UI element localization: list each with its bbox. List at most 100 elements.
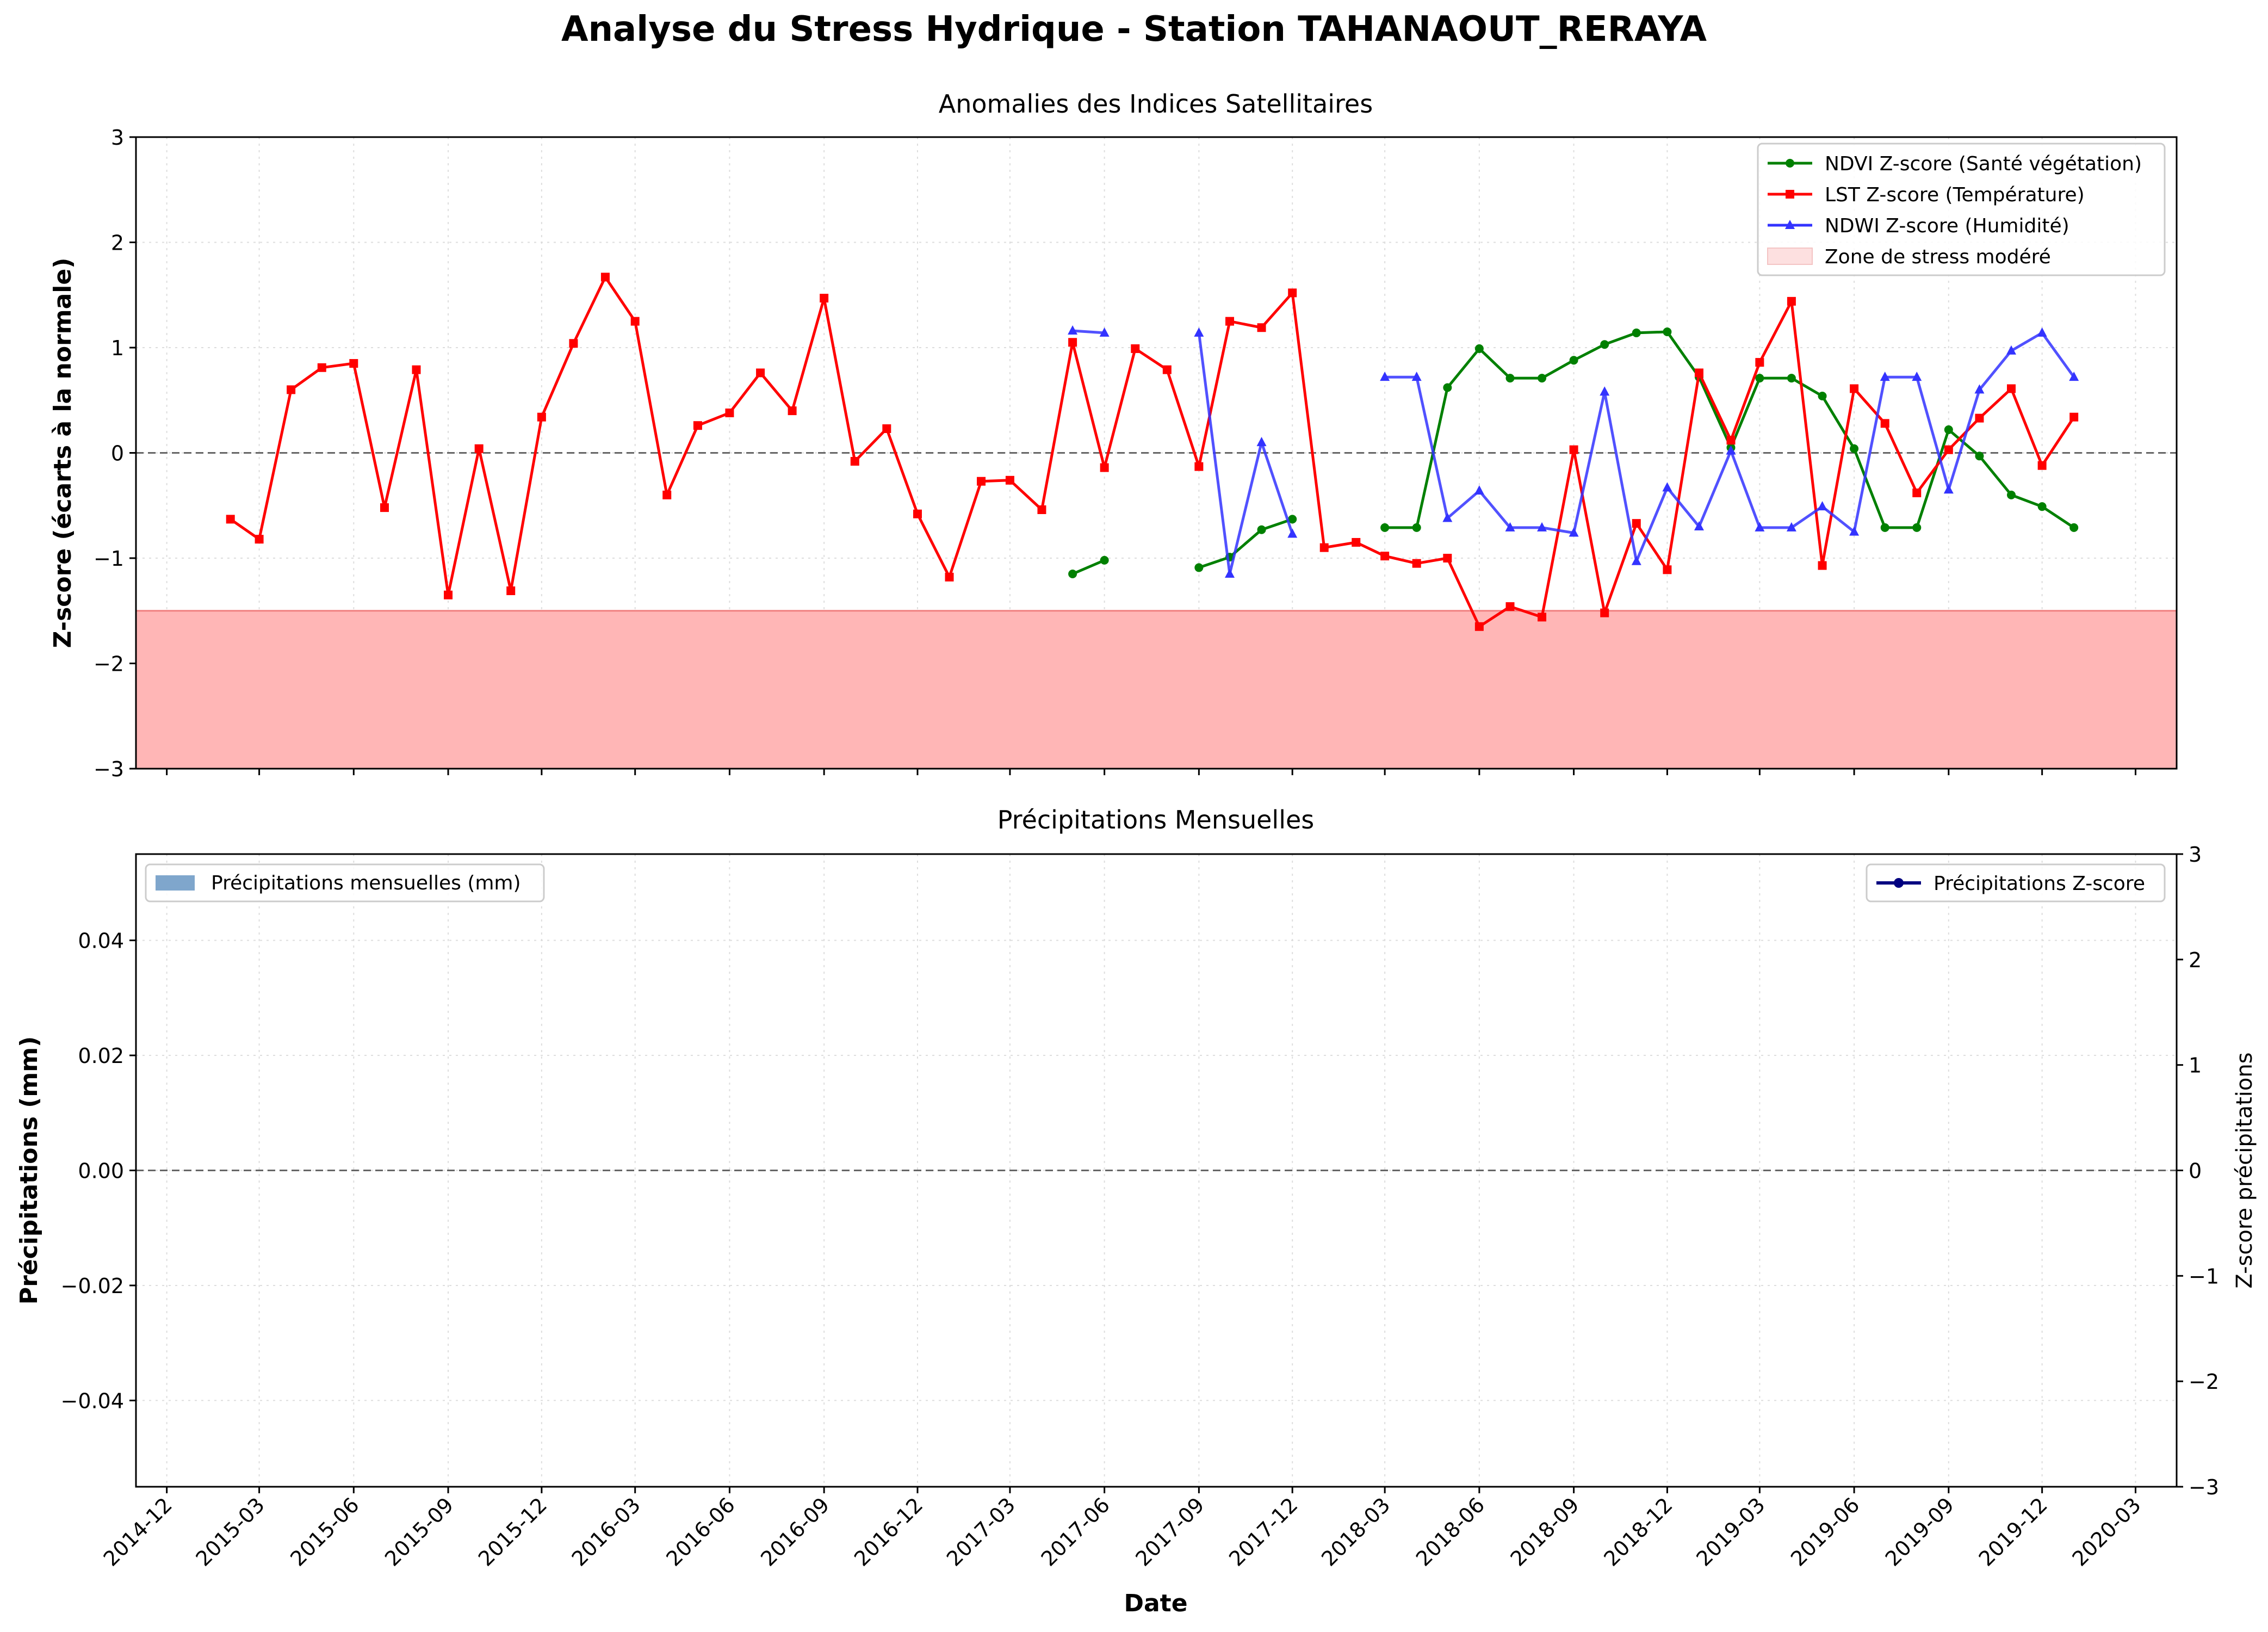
ndwi-point <box>2037 327 2047 337</box>
x-tick-label: 2018-12 <box>1599 1493 1677 1571</box>
ndwi-point <box>1380 372 1390 381</box>
ndwi-point <box>2069 372 2079 381</box>
x-tick-label: 2016-06 <box>661 1493 739 1571</box>
lst-point <box>945 572 954 582</box>
x-tick-label: 2016-12 <box>850 1493 927 1571</box>
ndwi-point <box>1505 522 1515 531</box>
lst-point <box>444 590 453 599</box>
lst-point <box>1380 552 1390 561</box>
y-tick-label: 2 <box>111 231 124 255</box>
lst-point <box>725 408 734 417</box>
ndwi-point <box>1726 445 1736 455</box>
legend-lst-marker <box>1786 190 1794 199</box>
lst-point <box>1037 505 1046 514</box>
ndwi-point <box>1943 484 1954 494</box>
ndwi-point <box>1411 372 1422 381</box>
lst-point <box>1257 323 1266 332</box>
lst-point <box>788 406 797 416</box>
ndvi-point <box>1380 523 1390 532</box>
y-tick-label: 1 <box>111 336 124 360</box>
lst-point <box>1352 537 1361 547</box>
lst-point <box>1443 554 1452 562</box>
ndwi-point <box>1225 568 1235 578</box>
precipitation-panel: Précipitations Mensuelles 0.04 0.02 0.00 −0… <box>15 805 2257 1617</box>
lst-point <box>1600 608 1609 617</box>
anomalies-y-axis-label: Z-score (écarts à la normale) <box>49 258 77 648</box>
ndwi-point <box>1256 437 1267 447</box>
ndvi-point <box>1850 444 1859 453</box>
lst-point <box>1319 543 1329 552</box>
x-tick-label: 2015-06 <box>286 1493 363 1571</box>
lst-point <box>537 412 546 422</box>
ndwi-line <box>1072 329 1105 335</box>
lst-point <box>380 503 389 512</box>
ndvi-point <box>1912 523 1922 532</box>
ndvi-point <box>1600 340 1609 349</box>
lst-point <box>820 294 829 303</box>
anomalies-series-group <box>226 273 2079 631</box>
lst-point <box>1412 559 1421 568</box>
legend-stress-label: Zone de stress modéré <box>1825 246 2051 268</box>
lst-point <box>1880 419 1889 428</box>
ndwi-point <box>2006 345 2016 355</box>
x-tick-label: 2015-03 <box>191 1493 269 1571</box>
ndwi-point <box>1880 372 1890 381</box>
x-tick-label: 2017-03 <box>942 1493 1020 1571</box>
precipitation-axes-frame <box>135 853 2178 1488</box>
x-tick-label: 2017-12 <box>1224 1493 1302 1571</box>
x-tick-label: 2019-06 <box>1786 1493 1864 1571</box>
ndvi-point <box>1288 515 1297 524</box>
ndvi-point <box>1412 523 1421 532</box>
lst-point <box>1131 344 1140 353</box>
x-tick-label: 2018-06 <box>1411 1493 1489 1571</box>
ndwi-point <box>1068 325 1078 335</box>
legend-stress-swatch <box>1767 248 1813 265</box>
stress-zone-band <box>135 610 2178 770</box>
ndvi-point <box>1755 374 1764 383</box>
ndvi-point <box>1632 328 1641 337</box>
y2-tick-label: 3 <box>2189 843 2202 867</box>
lst-point <box>412 365 421 374</box>
legend-ndvi-marker <box>1786 159 1794 168</box>
legend-entry-ndwi: NDWI Z-score (Humidité) <box>1768 215 2069 237</box>
precipitation-grid <box>136 854 2177 1487</box>
lst-point <box>977 477 986 486</box>
lst-point <box>1474 622 1484 631</box>
ndwi-point <box>1099 327 1110 337</box>
x-tick-label: 2015-09 <box>380 1493 458 1571</box>
x-tick-label: 2015-12 <box>474 1493 551 1571</box>
legend-precip-bar-swatch <box>156 875 195 891</box>
ndvi-line <box>1072 559 1105 576</box>
lst-point <box>2037 461 2047 470</box>
lst-point <box>1755 358 1764 367</box>
anomalies-legend: NDVI Z-score (Santé végétation) LST Z-sc… <box>1757 143 2166 276</box>
lst-point <box>756 368 765 378</box>
y2-tick-label: −2 <box>2189 1370 2219 1394</box>
x-tick-label: 2018-09 <box>1506 1493 1584 1571</box>
y-tick-label: −3 <box>94 757 124 781</box>
precipitation-bars-legend-box <box>145 863 545 902</box>
y2-tick-label: 0 <box>2189 1159 2202 1183</box>
lst-point <box>1726 436 1736 445</box>
lst-line <box>230 275 2075 628</box>
y-tick-label: 0 <box>111 442 124 466</box>
lst-point <box>1663 565 1672 574</box>
lst-point <box>255 535 264 544</box>
lst-point <box>506 586 516 595</box>
lst-point <box>1632 519 1641 528</box>
figure-title: Analyse du Stress Hydrique - Station TAH… <box>561 9 1707 50</box>
lst-point <box>882 424 891 433</box>
lst-point <box>1694 368 1703 378</box>
lst-point <box>474 444 484 453</box>
lst-point <box>1005 475 1014 485</box>
ndvi-point <box>2037 502 2047 511</box>
x-tick-label: 2017-09 <box>1131 1493 1209 1571</box>
lst-point <box>850 456 859 466</box>
precipitation-y-axis: 0.04 0.02 0.00 −0.02 −0.04 <box>61 929 136 1413</box>
lst-point <box>630 317 640 326</box>
lst-point <box>287 385 296 394</box>
precipitation-bars-legend: Précipitations mensuelles (mm) <box>145 863 545 902</box>
ndvi-point <box>1194 563 1204 572</box>
precipitation-x-axis: 2014-12 2015-03 2015-06 2015-09 2015-12 2016-… <box>99 1487 2146 1571</box>
